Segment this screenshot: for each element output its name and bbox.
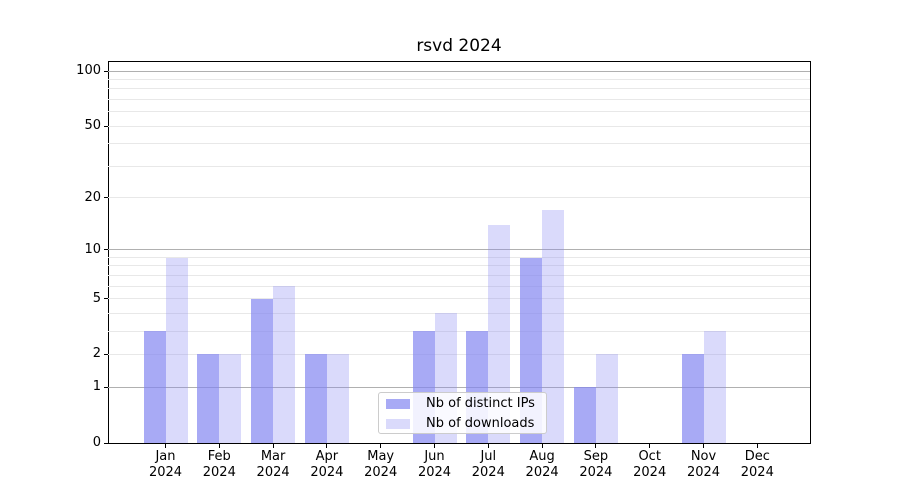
y-tick-mark bbox=[104, 298, 108, 300]
x-tick-label: May 2024 bbox=[364, 449, 398, 480]
y-tick-label: 20 bbox=[84, 189, 101, 205]
y-tick-label: 0 bbox=[92, 435, 101, 450]
x-tick-label: Aug 2024 bbox=[525, 449, 559, 480]
gridline-minor bbox=[108, 165, 810, 167]
bar-nb-of-distinct-ips-feb bbox=[197, 354, 220, 443]
y-tick-mark bbox=[104, 386, 108, 388]
x-tick-mark bbox=[595, 444, 597, 448]
bar-nb-of-downloads-nov bbox=[703, 331, 726, 443]
bar-nb-of-distinct-ips-jan bbox=[143, 331, 166, 443]
gridline-major bbox=[108, 70, 810, 72]
x-tick-label: Jul 2024 bbox=[471, 449, 505, 480]
gridline-minor bbox=[108, 353, 810, 355]
bar-nb-of-downloads-apr bbox=[326, 354, 349, 443]
y-tick-label: 100 bbox=[76, 63, 101, 79]
x-tick-label: Feb 2024 bbox=[202, 449, 236, 480]
x-tick-mark bbox=[756, 444, 758, 448]
bar-nb-of-downloads-aug bbox=[542, 210, 565, 443]
bar-nb-of-distinct-ips-nov bbox=[681, 354, 704, 443]
x-tick-label: Sep 2024 bbox=[579, 449, 613, 480]
bar-nb-of-distinct-ips-sep bbox=[573, 387, 596, 443]
y-tick-mark bbox=[104, 353, 108, 355]
gridline-minor bbox=[108, 257, 810, 258]
y-tick-mark bbox=[104, 249, 108, 251]
x-tick-label: Mar 2024 bbox=[256, 449, 290, 480]
gridline-major bbox=[108, 249, 810, 251]
gridline-minor bbox=[108, 99, 810, 101]
x-tick-mark bbox=[541, 444, 543, 448]
x-tick-mark bbox=[649, 444, 651, 448]
y-tick-mark bbox=[104, 125, 108, 127]
bar-nb-of-downloads-feb bbox=[219, 354, 242, 443]
x-tick-label: Jan 2024 bbox=[148, 449, 183, 480]
x-tick-mark bbox=[487, 444, 489, 448]
legend-label-nb-of-downloads: Nb of downloads bbox=[426, 416, 535, 431]
bar-nb-of-downloads-mar bbox=[273, 286, 296, 443]
x-tick-label: Jun 2024 bbox=[417, 449, 452, 480]
y-tick-label: 2 bbox=[92, 346, 101, 362]
bar-nb-of-distinct-ips-apr bbox=[304, 354, 327, 443]
y-tick-mark bbox=[104, 70, 108, 72]
bar-nb-of-downloads-jan bbox=[165, 257, 188, 443]
x-tick-mark bbox=[703, 444, 704, 448]
legend-label-nb-of-distinct-ips: Nb of distinct IPs bbox=[426, 396, 535, 411]
gridline-minor bbox=[108, 330, 810, 332]
bar-nb-of-distinct-ips-mar bbox=[251, 298, 274, 443]
x-tick-mark bbox=[165, 444, 166, 448]
gridline-minor bbox=[108, 143, 810, 145]
x-tick-label: Dec 2024 bbox=[740, 449, 774, 480]
gridline-minor bbox=[108, 197, 810, 199]
x-tick-mark bbox=[326, 444, 328, 448]
gridline-minor bbox=[108, 298, 810, 300]
gridline-minor bbox=[108, 265, 810, 267]
y-tick-label: 5 bbox=[92, 290, 101, 306]
gridline-minor bbox=[108, 285, 810, 287]
chart-title: rsvd 2024 bbox=[416, 36, 502, 56]
x-tick-mark bbox=[272, 444, 274, 448]
gridline-minor bbox=[108, 312, 810, 314]
legend: Nb of distinct IPs Nb of downloads bbox=[378, 392, 547, 434]
x-tick-mark bbox=[218, 444, 220, 448]
gridline-minor bbox=[108, 88, 810, 90]
y-tick-label: 50 bbox=[84, 118, 101, 134]
bar-nb-of-downloads-jul bbox=[488, 224, 511, 443]
gridline-minor bbox=[108, 274, 810, 276]
y-tick-label: 10 bbox=[84, 241, 101, 257]
gridline-minor bbox=[108, 111, 810, 113]
x-tick-mark bbox=[380, 444, 382, 448]
bar-nb-of-downloads-sep bbox=[595, 354, 618, 443]
y-tick-mark bbox=[104, 442, 108, 444]
gridline-minor bbox=[108, 79, 810, 81]
x-tick-label: Oct 2024 bbox=[633, 449, 667, 480]
x-tick-mark bbox=[434, 444, 435, 448]
x-tick-label: Apr 2024 bbox=[310, 449, 344, 480]
gridline-major bbox=[108, 386, 810, 388]
x-tick-label: Nov 2024 bbox=[686, 449, 721, 480]
legend-swatch-nb-of-downloads bbox=[386, 419, 410, 429]
legend-swatch-nb-of-distinct-ips bbox=[386, 399, 410, 409]
y-tick-label: 1 bbox=[92, 379, 101, 395]
y-tick-mark bbox=[104, 197, 108, 199]
gridline-minor bbox=[108, 125, 810, 127]
